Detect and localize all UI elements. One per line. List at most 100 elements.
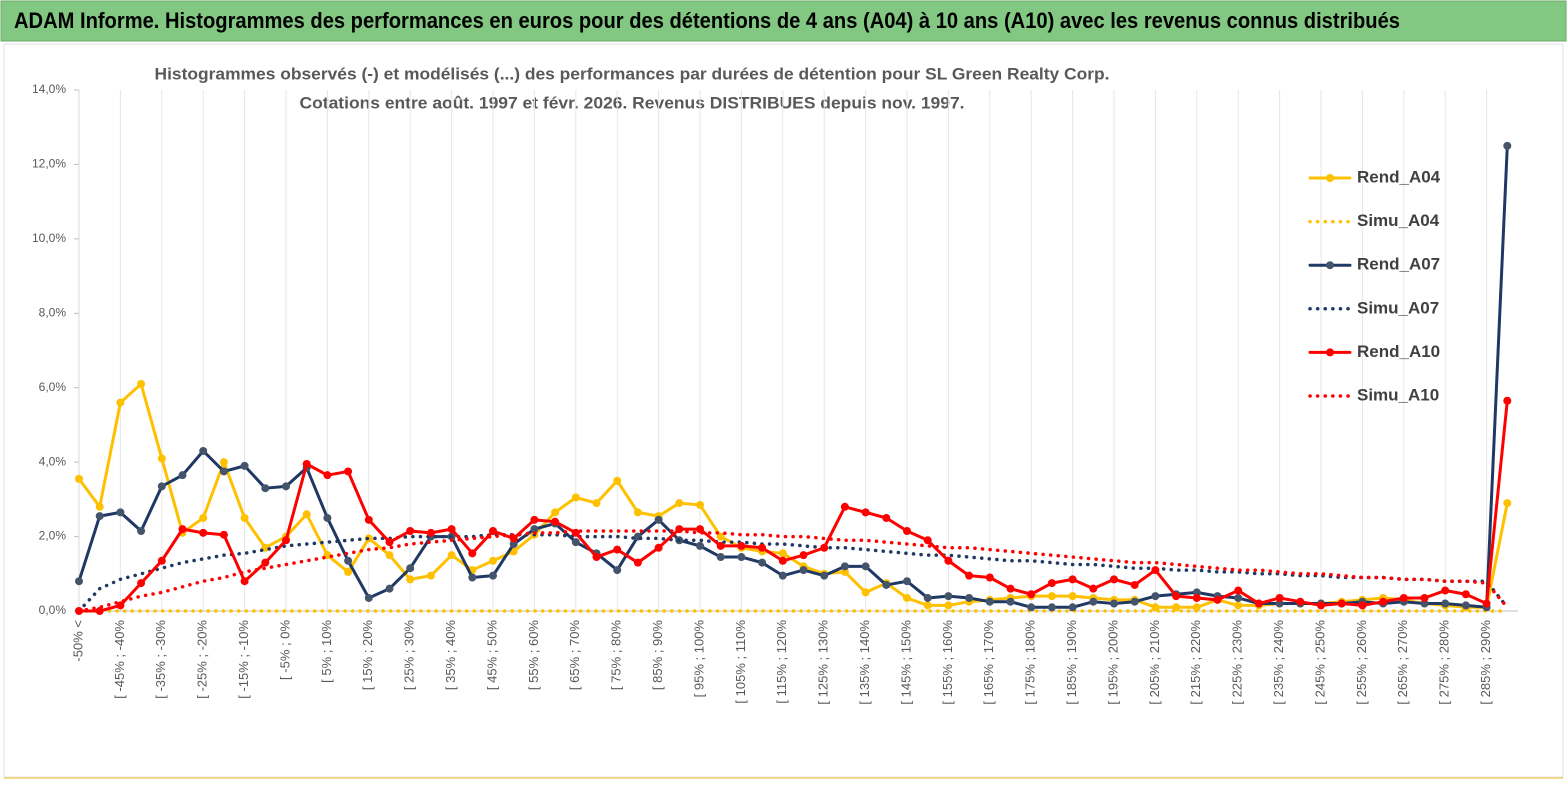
point xyxy=(1213,595,1222,604)
legend-label: Simu_A07 xyxy=(1357,298,1439,317)
point xyxy=(1172,592,1181,601)
point xyxy=(985,573,994,582)
point xyxy=(696,541,704,550)
point xyxy=(861,562,870,571)
point xyxy=(1130,580,1139,589)
point xyxy=(323,471,332,480)
point xyxy=(1110,599,1118,608)
point xyxy=(1089,584,1098,593)
point xyxy=(1296,597,1305,606)
x-tick-label: [ 25% ; 30% xyxy=(402,620,417,691)
point xyxy=(944,601,953,610)
point xyxy=(364,515,373,524)
point xyxy=(882,580,891,589)
legend-marker xyxy=(1326,348,1334,357)
header-title: ADAM Informe. Histogrammes des performan… xyxy=(14,8,1400,33)
point xyxy=(1110,575,1118,584)
point xyxy=(489,571,497,580)
point xyxy=(903,577,911,586)
point xyxy=(1047,603,1056,612)
x-tick-label: [ 205% ; 210% xyxy=(1147,620,1162,705)
point xyxy=(903,526,911,535)
point xyxy=(1461,590,1470,599)
point xyxy=(758,543,767,552)
x-tick-label: [ 185% ; 190% xyxy=(1064,620,1079,705)
point xyxy=(1399,593,1408,602)
point xyxy=(530,525,539,534)
point xyxy=(1275,599,1284,608)
point xyxy=(1006,584,1015,593)
legend-label: Simu_A10 xyxy=(1357,385,1439,404)
point xyxy=(1275,593,1284,602)
point xyxy=(1068,592,1077,601)
x-tick-label: [ 215% ; 220% xyxy=(1188,620,1203,705)
point xyxy=(1068,575,1077,584)
series-line xyxy=(77,399,1509,613)
point xyxy=(240,461,249,470)
x-tick-label: [ 35% ; 40% xyxy=(443,620,458,691)
point xyxy=(323,513,332,522)
point xyxy=(344,467,353,476)
point xyxy=(261,484,270,493)
point xyxy=(426,571,435,580)
point xyxy=(1420,593,1429,602)
point xyxy=(716,532,725,541)
legend-label: Rend_A10 xyxy=(1357,342,1440,361)
x-tick-label: [ -15% ; -10% xyxy=(236,620,251,699)
point xyxy=(468,573,477,582)
point xyxy=(95,502,104,511)
point xyxy=(406,575,415,584)
point xyxy=(799,551,808,560)
y-tick-label: 12,0% xyxy=(32,157,66,171)
x-tick-label: [ 165% ; 170% xyxy=(981,620,996,705)
point xyxy=(95,607,104,615)
point xyxy=(820,571,829,580)
point xyxy=(1192,603,1201,612)
point xyxy=(95,512,104,521)
point xyxy=(633,558,642,567)
point xyxy=(1254,599,1263,608)
y-tick-label: 6,0% xyxy=(39,380,67,394)
point xyxy=(654,515,663,524)
point xyxy=(282,536,290,545)
point xyxy=(447,525,456,534)
chart-title: Histogrammes observés (-) et modélisés (… xyxy=(155,64,1110,83)
x-tick-label: [ -5% ; 0% xyxy=(277,620,292,680)
point xyxy=(903,593,911,602)
point xyxy=(1358,601,1367,610)
point xyxy=(840,502,849,511)
point xyxy=(778,549,787,558)
point xyxy=(1089,597,1098,606)
point xyxy=(737,541,746,550)
x-tick-label: [ 15% ; 20% xyxy=(360,620,375,691)
point xyxy=(592,499,601,508)
point xyxy=(157,454,166,463)
point xyxy=(344,556,353,565)
point xyxy=(613,476,622,485)
point xyxy=(1482,599,1491,608)
point xyxy=(1503,499,1512,508)
point xyxy=(385,551,394,560)
point xyxy=(447,551,456,560)
point xyxy=(654,543,663,552)
point xyxy=(157,556,166,565)
point xyxy=(468,549,477,558)
point xyxy=(965,593,974,602)
point xyxy=(240,577,249,586)
point xyxy=(1337,599,1346,608)
legend-label: Rend_A07 xyxy=(1357,255,1440,274)
point xyxy=(364,593,373,602)
x-tick-label: [ 65% ; 70% xyxy=(567,620,582,691)
point xyxy=(551,508,560,517)
point xyxy=(613,566,622,575)
point xyxy=(116,398,125,407)
point xyxy=(509,540,518,549)
x-tick-label: [ -45% ; -40% xyxy=(112,620,127,699)
point xyxy=(489,526,497,535)
point xyxy=(1234,593,1243,602)
point xyxy=(965,571,974,580)
point xyxy=(778,571,787,580)
point xyxy=(385,538,394,547)
point xyxy=(716,541,725,550)
